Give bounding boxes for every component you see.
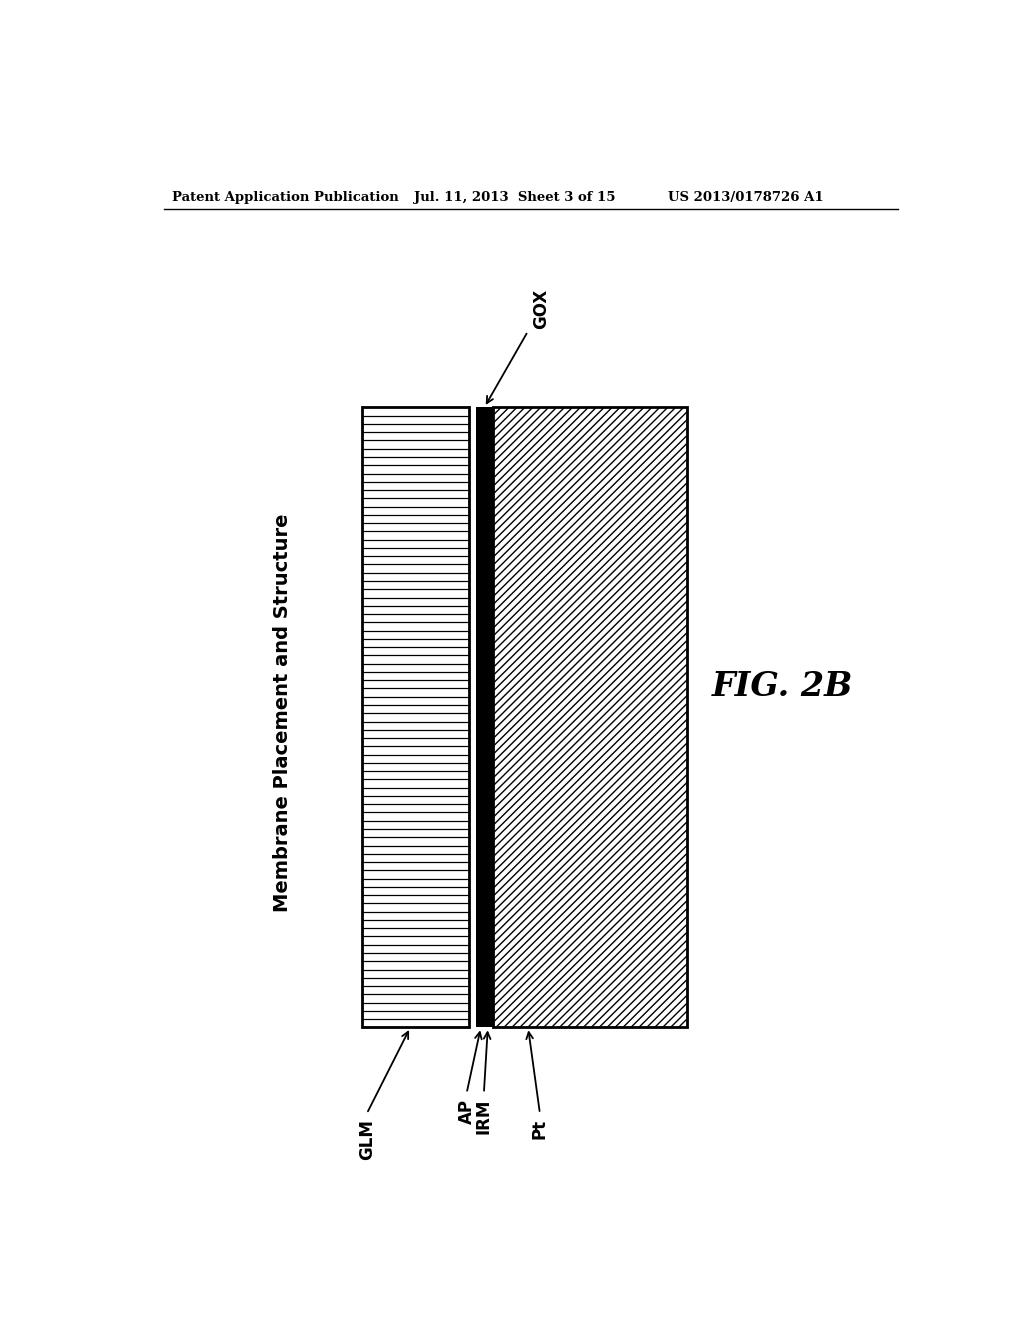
Bar <box>475 408 494 1027</box>
Bar <box>494 408 687 1027</box>
Text: AP: AP <box>458 1098 475 1123</box>
Bar <box>362 408 469 1027</box>
Text: Pt: Pt <box>531 1119 549 1139</box>
Bar <box>469 408 475 1027</box>
Text: FIG. 2B: FIG. 2B <box>712 671 853 704</box>
Text: IRM: IRM <box>475 1098 493 1134</box>
Text: GLM: GLM <box>357 1119 376 1160</box>
Bar <box>362 408 469 1027</box>
Text: Membrane Placement and Structure: Membrane Placement and Structure <box>273 513 292 912</box>
Text: GOX: GOX <box>531 289 550 329</box>
Text: Patent Application Publication: Patent Application Publication <box>172 190 398 203</box>
Text: Jul. 11, 2013  Sheet 3 of 15: Jul. 11, 2013 Sheet 3 of 15 <box>414 190 615 203</box>
Text: US 2013/0178726 A1: US 2013/0178726 A1 <box>668 190 823 203</box>
Bar <box>494 408 687 1027</box>
